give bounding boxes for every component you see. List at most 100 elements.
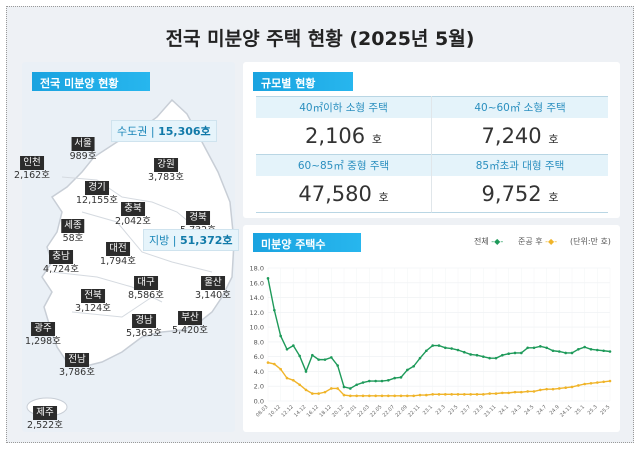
data-point [482,355,485,358]
region-value: 4,724호 [43,264,79,275]
region-label: 인천 2,162호 [14,150,50,182]
data-point [349,394,352,398]
y-tick-label: 16.0 [250,279,264,287]
region-name: 충북 [121,202,145,216]
region-value: 989호 [69,151,97,162]
x-tick-label: 24.5 [523,404,535,416]
region-value: 2,162호 [14,170,50,181]
unit: 호 [371,133,382,146]
data-point [285,376,289,380]
data-point [431,393,434,396]
data-point [551,387,555,391]
data-point [545,387,548,391]
size-grid: 40㎡이하 소형 주택 2,106 호 40~60㎡ 소형 주택 7,240 호 6… [256,96,608,214]
data-point [488,356,491,360]
data-point [317,358,320,361]
data-point [558,387,561,390]
data-point [361,394,365,398]
data-point [304,388,308,392]
region-value: 58호 [62,233,84,244]
x-tick-label: 10.12 [268,404,282,418]
data-point [292,344,295,347]
page-title: 전국 미분양 주택 현황 (2025년 5월) [165,28,475,50]
data-point [602,380,605,384]
unit: 호 [378,191,389,204]
data-point [330,356,333,359]
region-value: 5,420호 [172,325,208,336]
region-name: 경남 [132,314,156,328]
data-point [507,391,510,395]
region-value: 12,155호 [76,195,118,206]
x-tick-label: 22.09 [394,404,408,418]
data-point [482,393,485,396]
region-label: 제주 2,522호 [27,400,63,432]
data-point [380,379,384,383]
data-point [387,394,390,398]
data-point [279,367,282,371]
data-point [431,344,434,347]
data-point [323,390,327,394]
series-line [267,278,611,390]
region-name: 인천 [20,156,44,170]
data-point [475,353,479,357]
data-point [342,393,346,397]
region-label: 대전 1,794호 [100,236,136,268]
x-tick-label: 22.05 [369,404,383,418]
region-name: 세종 [61,219,85,233]
data-point [596,348,599,352]
y-tick-label: 0.0 [254,398,264,406]
data-point [374,394,377,398]
data-point [456,348,460,352]
data-point [412,394,415,398]
data-point [355,394,358,398]
region-name: 전북 [81,289,105,303]
data-point [520,390,523,394]
region-label: 경기 12,155호 [76,175,118,207]
size-label: 40㎡이하 소형 주택 [256,96,431,118]
data-point [456,393,460,396]
data-point [342,385,346,389]
data-point [399,376,403,379]
x-tick-label: 23.1 [422,404,434,416]
x-tick-label: 25.1 [574,404,586,416]
region-label: 충북 2,042호 [115,196,151,228]
data-point [292,379,295,382]
local-summary: 지방 | 51,372호 [143,229,239,251]
y-tick-label: 2.0 [254,383,264,391]
x-tick-label: 25.3 [587,404,599,416]
data-point [539,345,542,348]
data-point [399,394,403,398]
unit: 호 [548,191,559,204]
region-value: 1,794호 [100,256,136,267]
region-name: 부산 [178,311,202,325]
data-point [532,390,536,393]
size-tag: 규모별 현황 [253,72,353,91]
size-cell: 60~85㎡ 중형 주택 47,580 호 [256,154,432,213]
data-point [393,376,396,380]
data-point [539,388,542,392]
region-label: 충남 4,724호 [43,244,79,276]
data-point [380,394,384,398]
data-point [412,364,415,368]
y-tick-label: 12.0 [250,309,264,317]
region-value: 3,786호 [59,367,95,378]
data-point [513,351,517,355]
size-label: 85㎡초과 대형 주택 [432,154,608,176]
size-value: 2,106 [305,124,366,148]
data-point [589,381,593,385]
data-point [501,391,504,395]
x-tick-label: 12.12 [280,404,294,418]
series-line [267,361,611,397]
region-label: 세종 58호 [61,213,85,245]
data-point [475,393,479,396]
legend-label: 준공 후 [518,237,543,246]
x-tick-label: 24.7 [536,404,548,416]
region-label: 광주 1,298호 [25,316,61,348]
y-tick-label: 10.0 [250,324,264,332]
data-point [494,392,498,395]
data-point [311,353,314,357]
x-tick-label: 20.12 [331,404,345,418]
data-point [577,384,580,387]
x-tick-label: 23.11 [483,404,497,418]
region-name: 대구 [134,276,158,290]
